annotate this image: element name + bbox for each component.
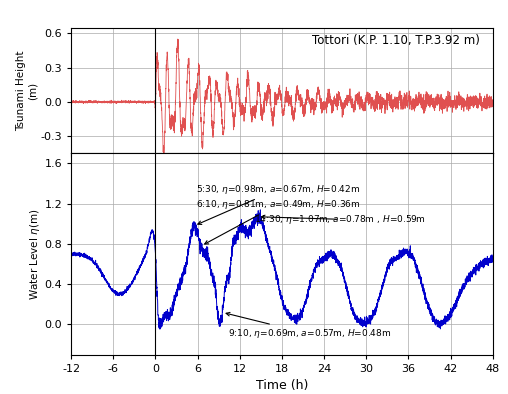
Y-axis label: Water Level $\eta$(m): Water Level $\eta$(m) [27, 208, 42, 300]
Text: 6:10, $\eta$=0.81m, $a$=0.49m, $H$=0.36m: 6:10, $\eta$=0.81m, $a$=0.49m, $H$=0.36m [196, 198, 361, 244]
Text: 14:30, $\eta$=1.07m, $a$=0.78m , $H$=0.59m: 14:30, $\eta$=1.07m, $a$=0.78m , $H$=0.5… [254, 213, 425, 226]
Text: 5:30, $\eta$=0.98m, $a$=0.67m, $H$=0.42m: 5:30, $\eta$=0.98m, $a$=0.67m, $H$=0.42m [196, 182, 361, 225]
X-axis label: Time (h): Time (h) [256, 379, 308, 392]
Y-axis label: Tsunami Height
(m): Tsunami Height (m) [16, 50, 38, 131]
Text: Tottori (K.P. 1.10, T.P.3.92 m): Tottori (K.P. 1.10, T.P.3.92 m) [312, 34, 480, 47]
Text: 9:10, $\eta$=0.69m, $a$=0.57m, $H$=0.48m: 9:10, $\eta$=0.69m, $a$=0.57m, $H$=0.48m [226, 312, 391, 340]
